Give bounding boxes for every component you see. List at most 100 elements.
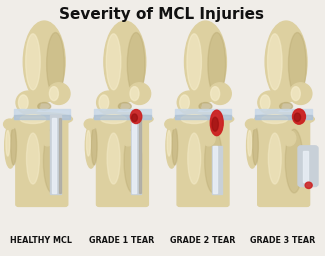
Ellipse shape [205,129,222,193]
Ellipse shape [104,21,146,103]
Bar [50,115,61,194]
Ellipse shape [253,127,258,165]
Ellipse shape [41,131,54,146]
Ellipse shape [99,95,109,110]
Ellipse shape [185,21,227,103]
Ellipse shape [265,21,307,103]
Ellipse shape [289,33,306,96]
Ellipse shape [47,83,70,104]
Bar [94,115,151,119]
Ellipse shape [4,119,16,129]
Ellipse shape [167,131,171,156]
Ellipse shape [262,115,288,124]
Bar [14,115,70,119]
Ellipse shape [132,114,137,122]
Ellipse shape [202,131,215,146]
Text: HEALTHY MCL: HEALTHY MCL [10,236,72,245]
Ellipse shape [165,119,177,129]
Ellipse shape [16,91,40,114]
Ellipse shape [44,129,61,193]
Ellipse shape [210,110,223,136]
Ellipse shape [47,33,64,96]
FancyBboxPatch shape [298,146,318,187]
Ellipse shape [27,133,39,184]
Ellipse shape [245,119,258,129]
Bar [212,146,222,194]
Bar [139,118,141,193]
Ellipse shape [211,87,220,101]
Bar [255,115,312,119]
FancyBboxPatch shape [16,116,68,206]
Ellipse shape [26,34,40,90]
Ellipse shape [6,131,10,156]
Ellipse shape [118,103,131,110]
Bar [94,109,151,119]
Ellipse shape [187,34,201,90]
Ellipse shape [85,124,97,168]
Ellipse shape [283,131,296,146]
Bar [213,146,217,193]
Ellipse shape [13,113,72,125]
Bar [132,118,136,193]
Ellipse shape [177,91,202,114]
Ellipse shape [260,95,270,110]
Bar [175,115,231,119]
Ellipse shape [199,103,212,110]
Bar [175,109,231,119]
Bar [213,115,217,116]
Bar [212,115,222,116]
Text: Severity of MCL Injuries: Severity of MCL Injuries [59,7,265,22]
Ellipse shape [305,182,312,188]
Ellipse shape [86,131,90,156]
Ellipse shape [106,34,121,90]
Ellipse shape [93,113,153,125]
Ellipse shape [101,115,126,124]
Ellipse shape [38,103,51,110]
Ellipse shape [291,87,300,101]
Ellipse shape [122,131,135,146]
Ellipse shape [23,21,65,103]
Ellipse shape [20,115,46,124]
Ellipse shape [49,87,58,101]
Text: GRADE 3 TEAR: GRADE 3 TEAR [250,236,316,245]
Ellipse shape [91,127,97,165]
Bar [292,110,303,114]
Ellipse shape [268,133,281,184]
Bar [131,115,141,194]
Bar [303,151,308,182]
Bar [255,109,312,119]
Ellipse shape [267,34,282,90]
Ellipse shape [19,95,28,110]
Ellipse shape [248,131,252,156]
FancyBboxPatch shape [258,116,310,206]
Ellipse shape [127,33,145,96]
Ellipse shape [294,113,301,122]
Ellipse shape [208,33,226,96]
Ellipse shape [11,127,17,165]
Ellipse shape [280,103,292,110]
Ellipse shape [188,133,201,184]
Bar [52,118,56,193]
Ellipse shape [97,91,121,114]
Bar [59,118,61,193]
Ellipse shape [124,129,142,193]
Ellipse shape [292,109,306,124]
FancyBboxPatch shape [97,116,149,206]
Text: GRADE 2 TEAR: GRADE 2 TEAR [170,236,235,245]
Ellipse shape [128,83,151,104]
Ellipse shape [180,95,189,110]
Ellipse shape [172,127,178,165]
Ellipse shape [212,117,218,131]
Ellipse shape [130,87,139,101]
Ellipse shape [289,83,312,104]
Ellipse shape [166,124,177,168]
Bar [14,109,70,119]
Ellipse shape [209,83,231,104]
Ellipse shape [247,124,258,168]
Ellipse shape [5,124,16,168]
Ellipse shape [255,113,314,125]
Ellipse shape [174,113,234,125]
Ellipse shape [181,115,207,124]
Text: GRADE 1 TEAR: GRADE 1 TEAR [89,236,154,245]
Ellipse shape [285,129,303,193]
